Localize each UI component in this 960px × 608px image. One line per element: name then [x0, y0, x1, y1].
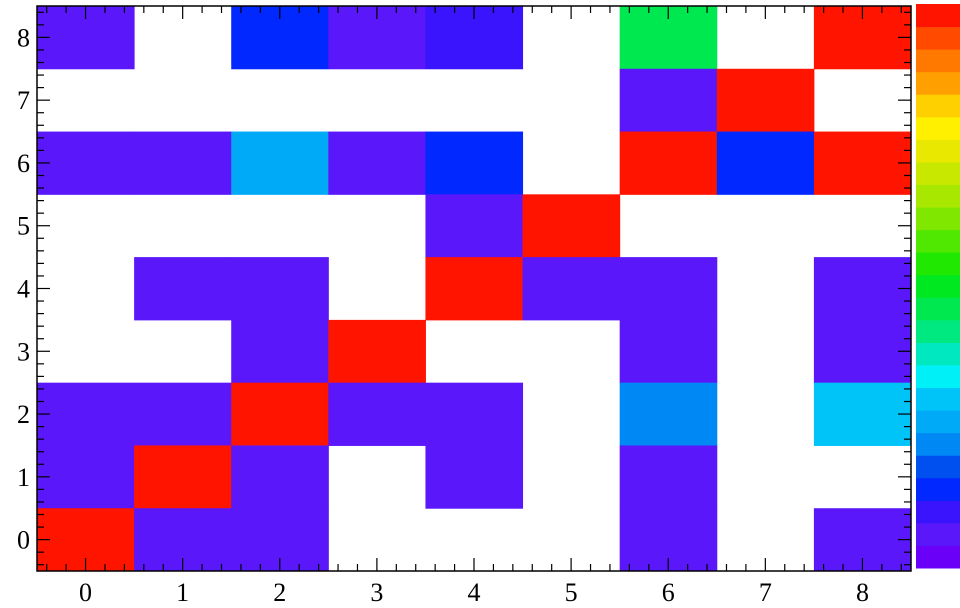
palette-swatch: [916, 229, 960, 253]
y-tick-label: 0: [17, 526, 30, 555]
y-axis-tick-labels: 0 1 2 3 4 5 6 7 8: [17, 23, 30, 554]
heatmap-cell-7-6: [716, 131, 815, 195]
x-tick-label: 1: [176, 578, 189, 607]
palette-swatch: [916, 116, 960, 140]
palette-swatch: [916, 4, 960, 28]
palette-swatch: [916, 477, 960, 501]
palette-swatch: [916, 274, 960, 298]
heatmap-cell-2-3: [231, 319, 329, 384]
palette-swatch: [916, 500, 960, 524]
y-tick-label: 3: [17, 337, 30, 366]
palette-swatch: [916, 364, 960, 389]
y-tick-label: 6: [17, 149, 30, 178]
palette-swatch: [916, 387, 960, 411]
x-tick-label: 8: [856, 578, 869, 607]
palette-swatch: [916, 26, 960, 50]
palette-swatch: [916, 161, 960, 185]
heatmap-cell-0-6: [37, 131, 135, 195]
x-tick-label: 4: [468, 578, 481, 607]
y-tick-label: 5: [17, 212, 30, 241]
heatmap-cell-4-2: [425, 382, 524, 446]
axis-ticks: [37, 6, 911, 571]
palette-swatch: [916, 184, 960, 208]
x-tick-label: 0: [79, 578, 92, 607]
y-tick-label: 4: [17, 275, 30, 304]
heatmap-cell-2-2: [231, 382, 329, 446]
heatmap-cells: [37, 6, 912, 572]
heatmap-cell-6-7: [619, 68, 718, 133]
heatmap-cell-8-3: [813, 319, 912, 384]
heatmap-cell-4-4: [425, 257, 524, 321]
heatmap-cell-6-3: [619, 319, 718, 384]
heatmap-cell-8-6: [813, 131, 912, 195]
palette-swatch: [916, 432, 960, 456]
heatmap-cell-8-2: [813, 382, 912, 446]
x-tick-label: 7: [759, 578, 772, 607]
palette-swatch: [916, 522, 960, 546]
heatmap-cell-6-6: [619, 131, 718, 195]
heatmap-cell-8-4: [813, 257, 912, 321]
heatmap-cell-2-4: [231, 257, 329, 321]
x-axis-tick-labels: 0 1 2 3 4 5 6 7 8: [79, 578, 869, 607]
palette-swatch: [916, 455, 960, 479]
heatmap-cell-1-1: [134, 445, 232, 509]
heatmap-cell-2-6: [231, 131, 329, 195]
palette-swatch: [916, 319, 960, 343]
heatmap-cell-4-1: [425, 445, 524, 509]
heatmap-cell-7-7: [716, 68, 815, 133]
y-tick-label: 2: [17, 400, 30, 429]
y-tick-label: 1: [17, 463, 30, 492]
y-tick-label: 7: [17, 86, 30, 115]
x-tick-label: 3: [370, 578, 383, 607]
x-tick-label: 6: [662, 578, 675, 607]
heatmap-cell-0-2: [37, 382, 135, 446]
heatmap-cell-6-4: [619, 257, 718, 321]
heatmap-cell-6-2: [619, 382, 718, 446]
palette-swatch: [916, 342, 960, 366]
heatmap-cell-0-1: [37, 445, 135, 509]
heatmap-cell-1-4: [134, 257, 232, 321]
palette-swatch: [916, 545, 960, 569]
palette-swatch: [916, 410, 960, 434]
heatmap-cell-3-6: [328, 131, 426, 195]
palette-swatch: [916, 71, 960, 95]
palette-swatch: [916, 297, 960, 321]
palette-swatch: [916, 139, 960, 163]
heatmap-cell-5-5: [522, 194, 621, 258]
heatmap-cell-4-6: [425, 131, 524, 195]
heatmap-cell-4-5: [425, 194, 524, 258]
x-tick-label: 2: [273, 578, 286, 607]
heatmap-cell-1-2: [134, 382, 232, 446]
palette-swatch: [916, 252, 960, 276]
heatmap-cell-5-4: [522, 257, 621, 321]
palette-swatch: [916, 49, 960, 73]
x-tick-label: 5: [565, 578, 578, 607]
palette-swatch: [916, 207, 960, 231]
heatmap-cell-3-2: [328, 382, 426, 446]
color-palette-bar: [916, 4, 960, 569]
palette-swatch: [916, 94, 960, 118]
heatmap-cell-2-1: [231, 445, 329, 509]
heatmap-cell-3-3: [328, 319, 426, 384]
heatmap-cell-6-1: [619, 445, 718, 509]
heatmap-cell-1-6: [134, 131, 232, 195]
y-tick-label: 8: [17, 23, 30, 52]
